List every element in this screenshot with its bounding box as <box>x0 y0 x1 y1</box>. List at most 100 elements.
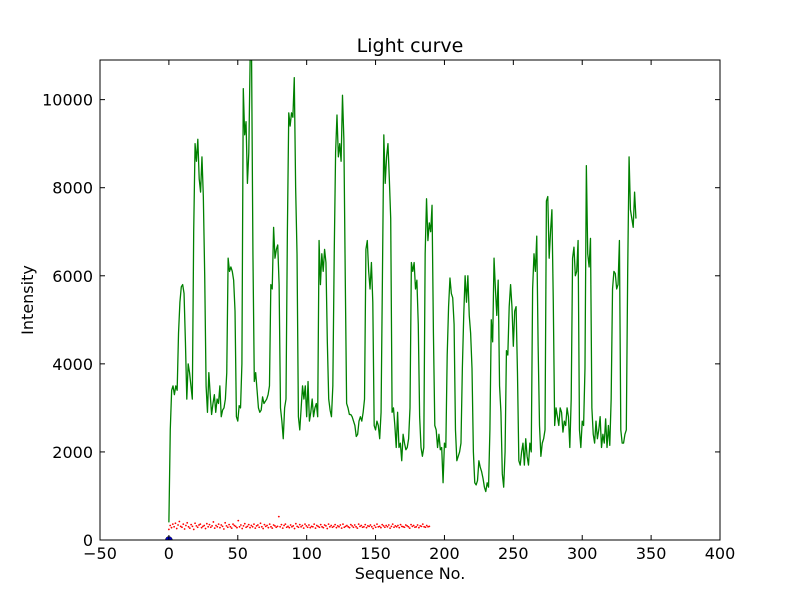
series-dot <box>275 526 278 529</box>
series-dot <box>254 527 257 530</box>
series-dot <box>395 525 398 528</box>
series-dot <box>390 525 393 528</box>
series-dot <box>187 525 190 528</box>
series-dot <box>359 525 361 528</box>
series-dot <box>347 525 350 528</box>
series-dot <box>185 524 187 527</box>
series-dot <box>340 527 343 530</box>
series-dot <box>365 526 368 529</box>
series-dot <box>211 525 213 527</box>
series-dot <box>192 528 195 531</box>
series-dot <box>225 525 228 527</box>
series-dot <box>407 525 410 528</box>
series-dot <box>250 524 253 527</box>
series-dot <box>315 524 318 527</box>
series-dot <box>175 527 178 530</box>
series-dot <box>294 522 297 525</box>
series-dot <box>236 526 238 529</box>
series-dot <box>368 525 371 528</box>
series-dot <box>331 526 334 529</box>
series-dot <box>289 524 292 526</box>
series-dot <box>266 524 268 527</box>
y-tick-label: 10000 <box>42 91 93 110</box>
plot-area <box>165 60 637 540</box>
series-dot <box>267 526 270 529</box>
series-dot <box>378 525 381 528</box>
series-dot <box>394 525 397 527</box>
series-dot <box>353 524 356 526</box>
series-dot <box>222 528 225 530</box>
y-axis-label: Intensity <box>18 265 37 335</box>
series-dot <box>196 526 199 529</box>
series-dot <box>376 523 378 526</box>
y-tick-label: 8000 <box>52 179 93 198</box>
series-dot <box>332 525 335 528</box>
series-dot <box>199 523 202 526</box>
series-dot <box>285 526 288 529</box>
series-dot <box>268 523 271 526</box>
series-dot <box>308 524 310 526</box>
series-dot <box>304 523 306 526</box>
series-dot <box>338 525 340 528</box>
series-dot <box>167 528 170 531</box>
series-dot <box>241 527 244 530</box>
series-dot <box>380 526 382 529</box>
series-dot <box>174 522 177 525</box>
series-dot <box>249 526 251 529</box>
series-dot <box>247 523 250 526</box>
series-dot <box>237 519 240 522</box>
series-dot <box>276 525 279 528</box>
series-dot <box>351 525 354 527</box>
series-dot <box>190 523 193 526</box>
axes: −50 0 50 100 150 200 250 300 350 4000200040006000… <box>42 59 736 563</box>
series-dot <box>301 524 304 527</box>
series-dot <box>417 526 420 529</box>
y-tick-label: 6000 <box>52 267 93 286</box>
series-dot <box>234 525 237 528</box>
series-dot <box>306 526 309 529</box>
series-dot <box>207 525 210 528</box>
series-dot <box>209 526 212 529</box>
series-dot <box>270 525 272 528</box>
series-dot <box>348 526 351 529</box>
series-dot <box>204 527 207 530</box>
series-dot <box>399 523 402 526</box>
series-dot <box>317 525 319 528</box>
series-dot <box>416 524 419 526</box>
series-dot <box>381 523 384 526</box>
series-dot <box>325 525 327 527</box>
series-dot <box>298 523 301 526</box>
x-tick-label: 0 <box>164 544 174 563</box>
series-dot <box>364 523 367 526</box>
y-tick-label: 2000 <box>52 443 93 462</box>
series-dot <box>169 524 172 527</box>
series-dot <box>229 525 232 528</box>
series-dot <box>327 523 330 526</box>
series-dot <box>393 526 395 529</box>
series-dot <box>186 521 189 524</box>
series-dot <box>226 526 229 529</box>
series-dot <box>323 524 326 526</box>
series-dot <box>313 523 316 526</box>
series-dot <box>296 525 299 528</box>
series-dot <box>343 526 346 529</box>
series-dot <box>322 526 325 529</box>
series-dot <box>415 525 418 528</box>
x-tick-label: 350 <box>636 544 667 563</box>
series-dot <box>410 523 412 526</box>
x-tick-label: 400 <box>705 544 736 563</box>
x-tick-label: 300 <box>567 544 598 563</box>
series-dot <box>374 526 377 529</box>
series-dot <box>349 523 352 526</box>
series-dot <box>420 525 423 528</box>
plot-frame <box>99 59 721 541</box>
series-dot <box>277 515 280 518</box>
series-dot <box>403 526 406 529</box>
series-dot <box>356 527 359 530</box>
series-dot <box>179 525 182 528</box>
series-dot <box>220 524 223 526</box>
series-dot <box>228 523 231 526</box>
series-dot <box>339 524 342 526</box>
series-dot <box>412 524 415 527</box>
series-dot <box>346 524 348 527</box>
